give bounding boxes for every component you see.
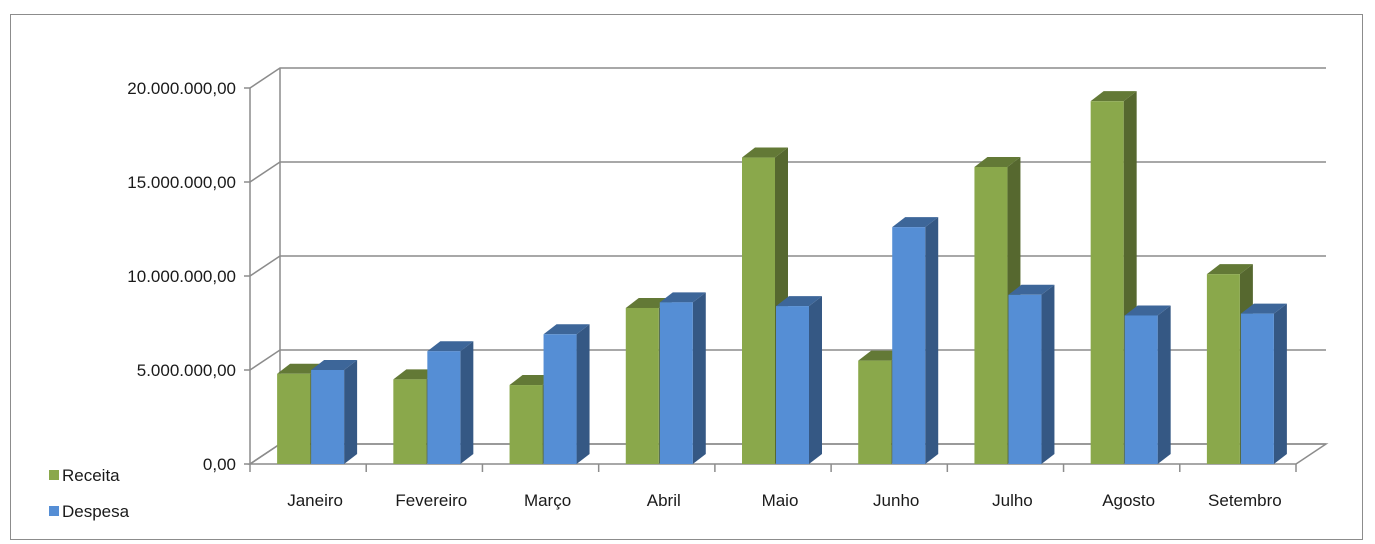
- y-tick-label: 5.000.000,00: [137, 361, 236, 380]
- legend-swatch: [49, 470, 59, 480]
- bar-despesa-julho: [1008, 284, 1055, 464]
- bar-despesa-fevereiro: [427, 341, 474, 464]
- bar-side: [692, 292, 706, 464]
- bar-top: [1240, 303, 1287, 314]
- x-tick-label: Agosto: [1102, 491, 1155, 510]
- x-tick-label: Junho: [873, 491, 919, 510]
- y-tick-label: 20.000.000,00: [127, 79, 236, 98]
- y-tick-label: 0,00: [203, 455, 236, 474]
- gridline: [249, 67, 1326, 89]
- bar-front: [659, 302, 693, 464]
- x-tick-label: Julho: [992, 491, 1033, 510]
- x-tick-label: Maio: [762, 491, 799, 510]
- gridline: [249, 161, 1326, 183]
- bar-side: [925, 217, 939, 464]
- bar-front: [858, 360, 892, 464]
- bar-side: [460, 341, 474, 464]
- bar-side: [1157, 305, 1171, 464]
- bar-front: [974, 166, 1008, 464]
- bar-side: [344, 360, 358, 464]
- bar-top: [742, 147, 788, 158]
- bar-front: [509, 385, 543, 464]
- bar-front: [625, 307, 659, 464]
- bar-top: [776, 296, 822, 307]
- bar-front: [543, 334, 577, 464]
- y-tick-label: 10.000.000,00: [127, 267, 236, 286]
- bar-top: [1124, 305, 1171, 316]
- bar-side: [1041, 284, 1055, 464]
- bar-front: [427, 351, 461, 464]
- bar-front: [1124, 315, 1158, 464]
- bar-front: [1008, 294, 1042, 464]
- bar-top: [659, 292, 706, 303]
- bar-despesa-março: [543, 324, 590, 464]
- x-tick-label: Setembro: [1208, 491, 1282, 510]
- bar-despesa-agosto: [1124, 305, 1171, 464]
- bar-side: [576, 324, 590, 464]
- bar-despesa-abril: [659, 292, 706, 464]
- x-axis-ticks: Janeiro Fevereiro Março Abril Maio Junho Julho…: [287, 491, 1282, 510]
- legend: Receita Despesa: [49, 466, 130, 521]
- bar-top: [311, 360, 358, 370]
- legend-swatch: [49, 506, 59, 516]
- bar-front: [776, 306, 809, 464]
- bar-front: [1206, 274, 1240, 464]
- bar-top: [1206, 264, 1253, 275]
- bar-front: [742, 157, 775, 464]
- legend-label: Despesa: [62, 502, 130, 521]
- bar-top: [1090, 91, 1137, 102]
- bar-side: [809, 296, 822, 464]
- bar-front: [277, 373, 311, 464]
- bar-top: [427, 341, 474, 352]
- bar-despesa-junho: [892, 217, 939, 464]
- bar-top: [1008, 284, 1055, 295]
- x-tick-label: Fevereiro: [395, 491, 467, 510]
- y-tick-label: 15.000.000,00: [127, 173, 236, 192]
- x-tick-label: Março: [524, 491, 571, 510]
- bar-despesa-janeiro: [311, 360, 358, 464]
- bar-side: [1273, 303, 1287, 464]
- bar-top: [974, 156, 1021, 167]
- bar-top: [543, 324, 590, 335]
- bar-despesa-setembro: [1240, 303, 1287, 464]
- bar-front: [1240, 313, 1274, 464]
- bars: [277, 91, 1287, 464]
- legend-label: Receita: [62, 466, 120, 485]
- bar-front: [393, 379, 427, 464]
- x-tick-label: Abril: [647, 491, 681, 510]
- bar-front: [892, 227, 926, 464]
- bar-front: [311, 370, 345, 464]
- y-axis-ticks: 0,00 5.000.000,00 10.000.000,00 15.000.000,…: [127, 79, 236, 474]
- bar-top: [892, 217, 939, 228]
- bar-despesa-maio: [776, 296, 822, 464]
- x-tick-label: Janeiro: [287, 491, 343, 510]
- bar-front: [1090, 101, 1124, 464]
